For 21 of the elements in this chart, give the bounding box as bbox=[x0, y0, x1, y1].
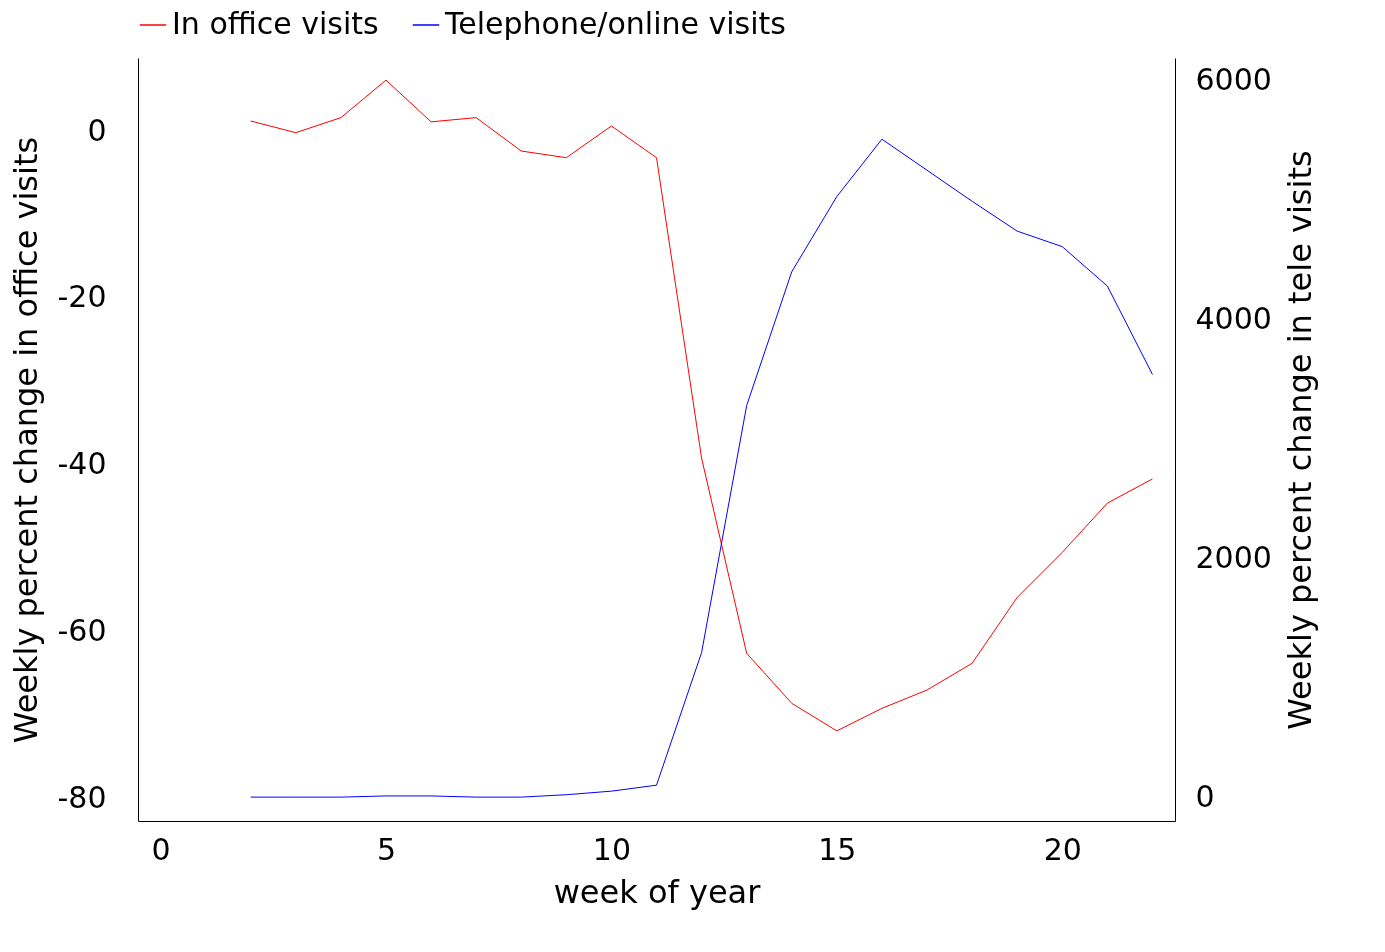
line-series bbox=[250, 138, 1153, 798]
legend-label: Telephone/online visits bbox=[444, 6, 786, 41]
y2-tick-label: 2000 bbox=[1195, 539, 1272, 575]
x-tick-label: 0 bbox=[151, 831, 171, 867]
x-axis-title: week of year bbox=[553, 872, 762, 911]
y-axis-title: Weekly percent change in office visits bbox=[6, 136, 45, 744]
legend-label: In office visits bbox=[172, 6, 379, 41]
y-tick-label: -60 bbox=[57, 613, 107, 649]
y-tick-label: 0 bbox=[87, 112, 107, 148]
y2-tick-label: 6000 bbox=[1195, 62, 1272, 98]
line-series bbox=[250, 79, 1153, 732]
x-tick-label: 20 bbox=[1043, 831, 1082, 867]
y-tick-label: -40 bbox=[57, 446, 107, 482]
x-tick-label: 10 bbox=[592, 831, 632, 867]
y2-tick-label: 4000 bbox=[1195, 301, 1272, 336]
y2-axis-title: Weekly percent change in tele visits bbox=[1280, 150, 1319, 730]
x-tick-label: 5 bbox=[376, 831, 397, 867]
y2-tick-label: 0 bbox=[1195, 778, 1215, 814]
y-tick-label: -80 bbox=[57, 779, 107, 815]
x-tick-label: 15 bbox=[818, 831, 857, 867]
y-tick-label: -20 bbox=[57, 279, 107, 315]
